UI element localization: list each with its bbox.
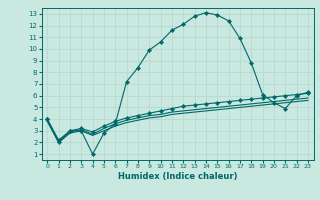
X-axis label: Humidex (Indice chaleur): Humidex (Indice chaleur) — [118, 172, 237, 181]
